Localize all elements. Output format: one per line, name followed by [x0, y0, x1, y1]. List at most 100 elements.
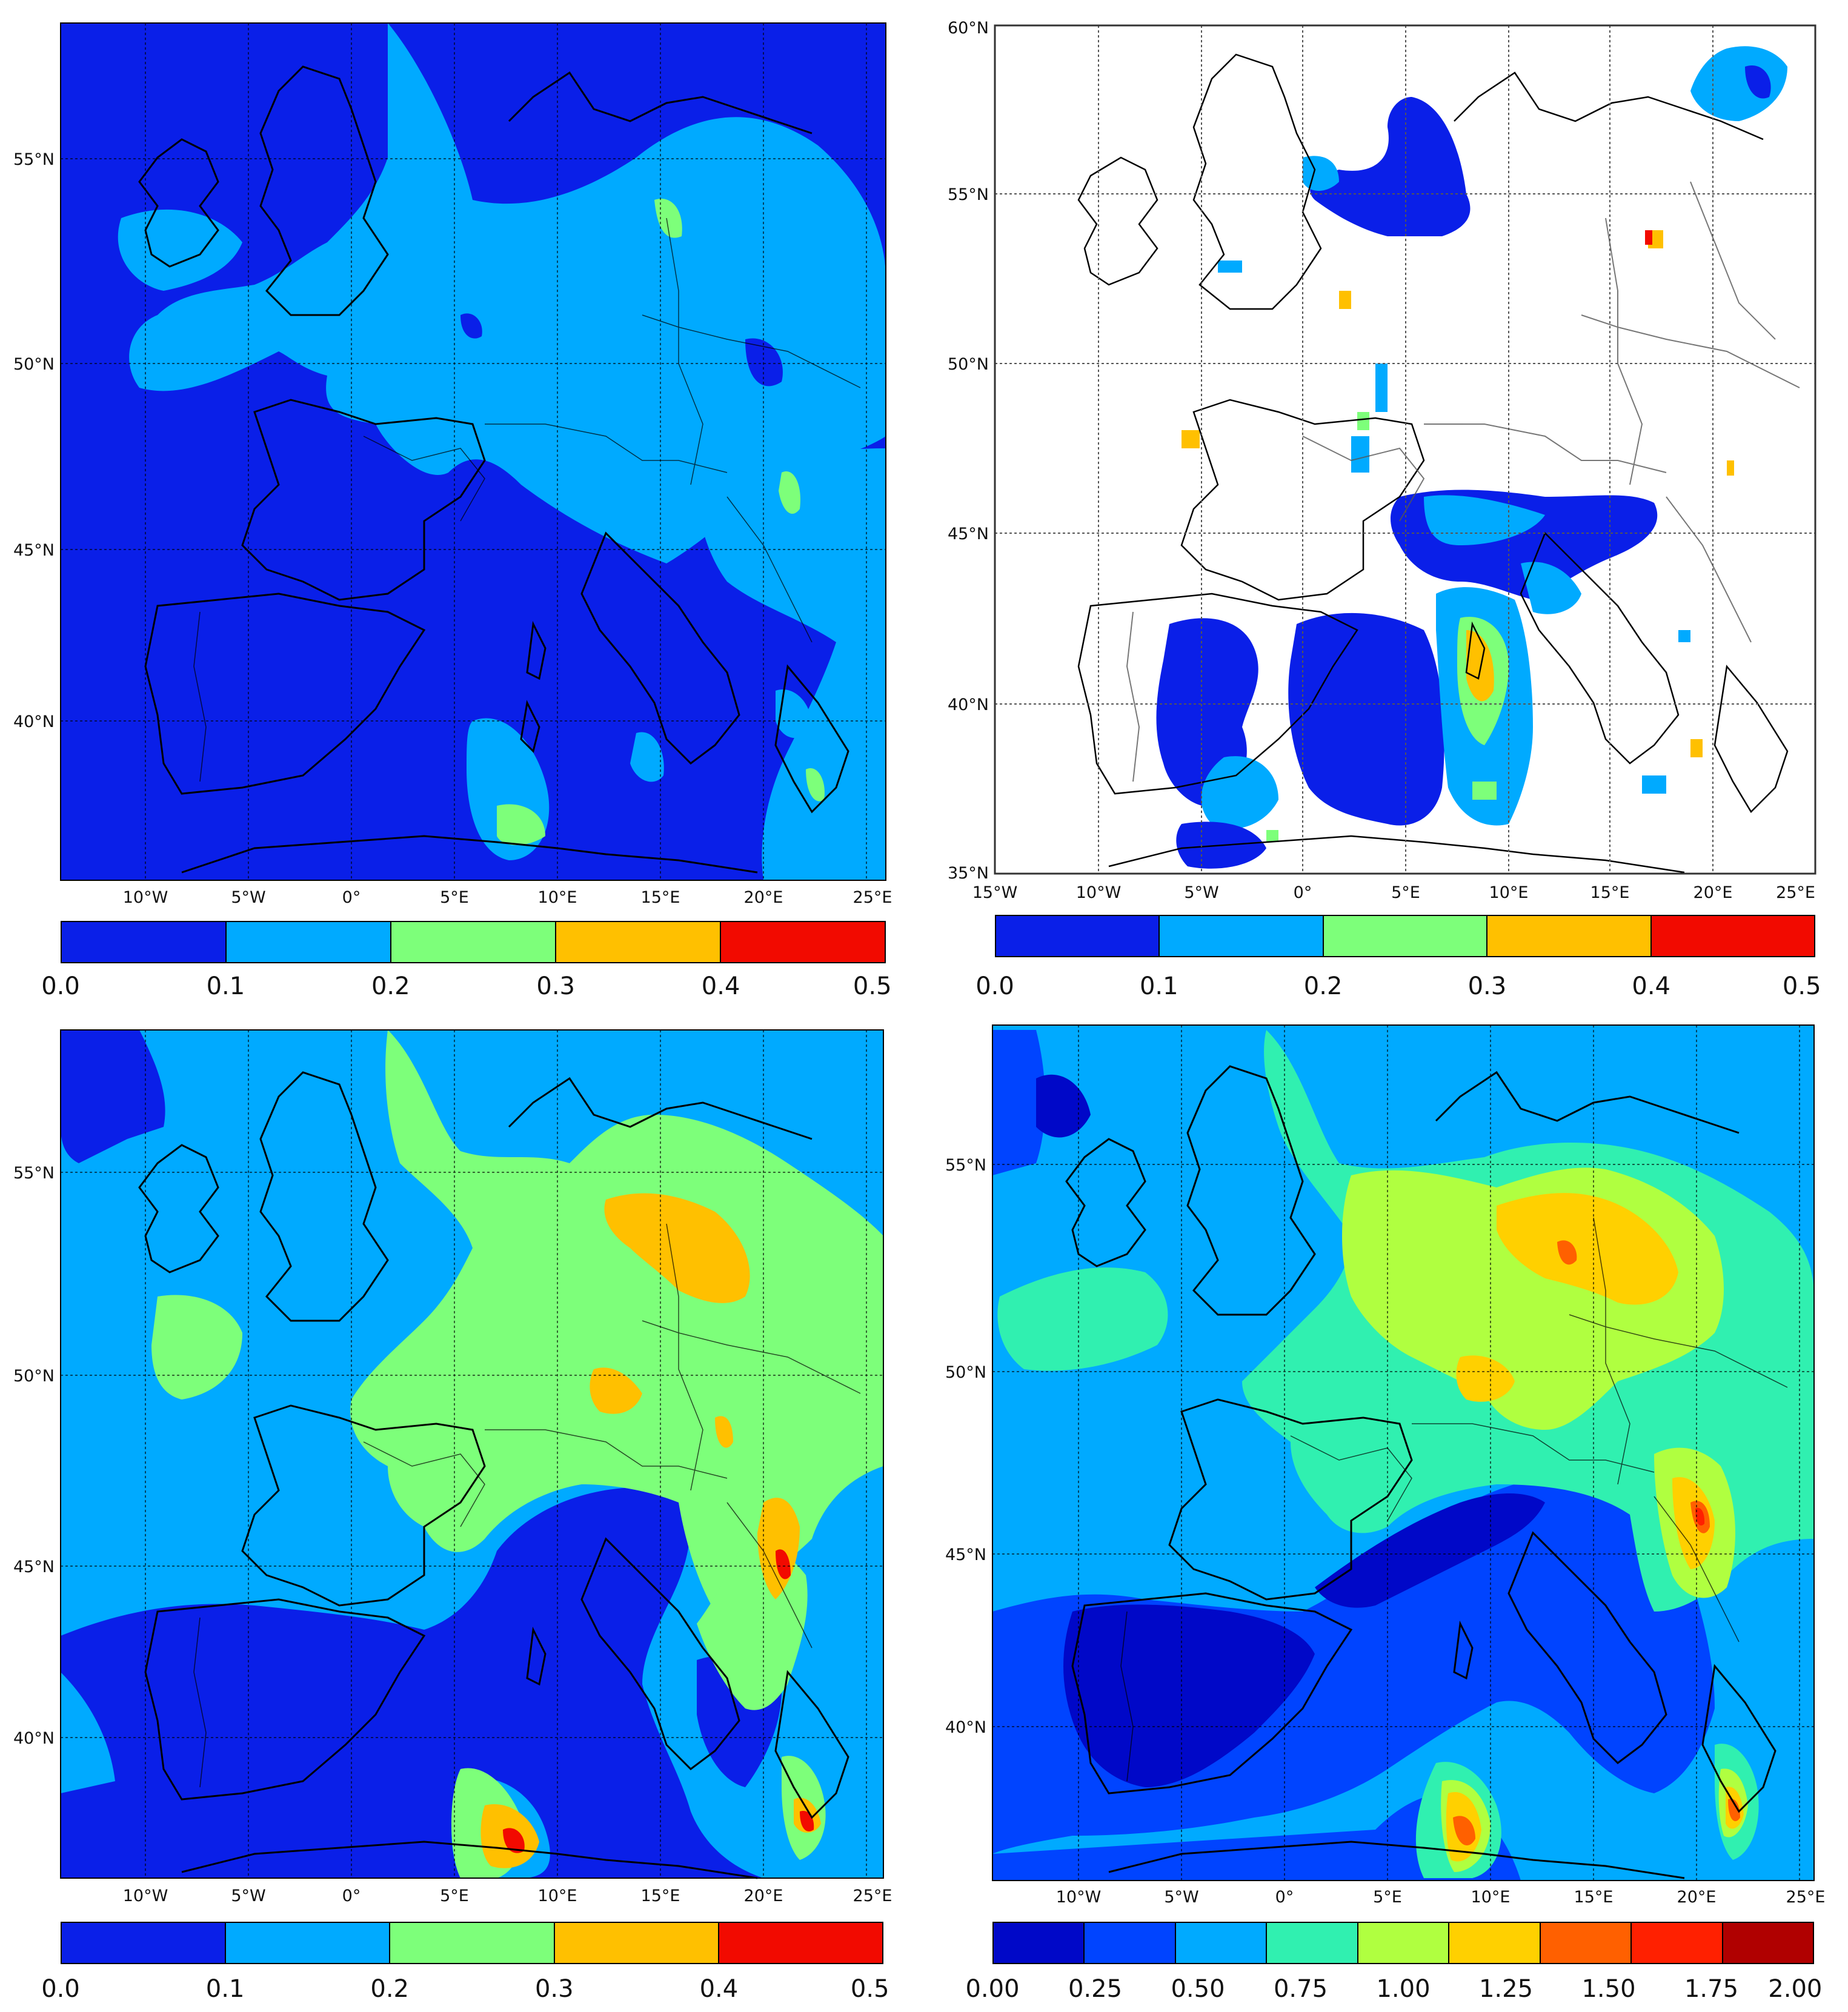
svg-text:10°E: 10°E	[538, 1887, 577, 1905]
colorbar-tick-label: 0.3	[536, 972, 575, 1000]
lat-labels: 55°N 50°N 45°N 40°N	[945, 1156, 986, 1737]
svg-text:15°E: 15°E	[641, 1887, 680, 1905]
colorbar-tick-label: 0.5	[853, 972, 892, 1000]
colorbar-segment	[1323, 916, 1488, 956]
colorbar-segment	[62, 922, 227, 962]
svg-text:40°N: 40°N	[13, 1729, 55, 1748]
colorbar-tick-label: 0.75	[1273, 1975, 1328, 2003]
svg-text:45°N: 45°N	[945, 1546, 986, 1564]
svg-text:10°W: 10°W	[123, 1887, 168, 1905]
colorbar-tick-label: 0.5	[850, 1975, 889, 2003]
colorbar-segment	[1267, 1923, 1358, 1963]
colorbar-tick-label: 0.2	[371, 972, 410, 1000]
svg-text:50°N: 50°N	[948, 355, 989, 374]
svg-text:25°E: 25°E	[1786, 1888, 1826, 1907]
svg-text:15°W: 15°W	[972, 883, 1018, 902]
svg-text:5°W: 5°W	[231, 888, 265, 907]
svg-text:55°N: 55°N	[945, 1156, 986, 1175]
colorbar	[992, 1922, 1814, 1964]
colorbar-segment	[1085, 1923, 1176, 1963]
svg-text:5°W: 5°W	[1184, 883, 1218, 902]
svg-text:40°N: 40°N	[948, 696, 989, 714]
colorbar-segment	[391, 922, 556, 962]
svg-text:20°E: 20°E	[744, 888, 783, 907]
colorbar-segment	[1632, 1923, 1723, 1963]
svg-text:10°E: 10°E	[1471, 1888, 1511, 1907]
map-panel-top-left: 55°N 50°N 45°N 40°N 10°W 5°W 0° 5°E 10°E…	[0, 0, 921, 1006]
svg-text:45°N: 45°N	[948, 525, 989, 543]
svg-text:20°E: 20°E	[1677, 1888, 1717, 1907]
colorbar-tick-label: 0.1	[206, 972, 245, 1000]
svg-text:45°N: 45°N	[13, 1558, 55, 1576]
svg-text:10°E: 10°E	[538, 888, 577, 907]
colorbar-segment	[1651, 916, 1815, 956]
colorbar-segment	[994, 1923, 1085, 1963]
svg-text:5°E: 5°E	[1391, 883, 1420, 902]
colorbar-tick-label: 0.3	[1467, 972, 1507, 1000]
colorbar	[61, 1922, 883, 1964]
svg-text:0°: 0°	[342, 1887, 361, 1905]
colorbar-tick-label: 1.75	[1684, 1975, 1739, 2003]
svg-text:55°N: 55°N	[948, 185, 989, 204]
colorbar-segment	[62, 1923, 227, 1963]
colorbar-segment	[1175, 1923, 1268, 1963]
svg-text:25°E: 25°E	[853, 888, 892, 907]
svg-text:50°N: 50°N	[945, 1363, 986, 1382]
svg-text:15°E: 15°E	[1574, 1888, 1614, 1907]
colorbar-tick-label: 0.0	[41, 972, 80, 1000]
colorbar-segment	[226, 1923, 391, 1963]
svg-text:40°N: 40°N	[945, 1718, 986, 1737]
colorbar-tick-label: 0.4	[701, 972, 740, 1000]
svg-text:25°E: 25°E	[853, 1887, 892, 1905]
lon-labels: 10°W 5°W 0° 5°E 10°E 15°E 20°E 25°E	[123, 888, 892, 907]
svg-text:55°N: 55°N	[13, 1164, 55, 1183]
map-bottom-right: 55°N 50°N 45°N 40°N 10°W 5°W 0° 5°E 10°E…	[945, 1024, 1826, 1907]
lon-labels: 10°W 5°W 0° 5°E 10°E 15°E 20°E 25°E	[1056, 1888, 1826, 1907]
colorbar-tick-label: 1.00	[1376, 1975, 1431, 2003]
svg-text:15°E: 15°E	[641, 888, 680, 907]
colorbar-segment	[1358, 1923, 1450, 1963]
colorbar-tick-label: 0.3	[534, 1975, 574, 2003]
colorbar-segment	[1487, 916, 1652, 956]
colorbar-segment	[390, 1923, 555, 1963]
lat-labels: 60°N 55°N 50°N 45°N 40°N 35°N	[948, 19, 989, 883]
lat-labels: 55°N 50°N 45°N 40°N	[13, 150, 55, 731]
lon-labels: 10°W 5°W 0° 5°E 10°E 15°E 20°E 25°E	[123, 1887, 892, 1905]
svg-text:0°: 0°	[1275, 1888, 1294, 1907]
colorbar	[995, 915, 1815, 957]
colorbar-tick-label: 1.25	[1478, 1975, 1534, 2003]
lon-labels: 15°W 10°W 5°W 0° 5°E 10°E 15°E 20°E 25°E	[972, 883, 1815, 902]
map-panel-top-right: 60°N 55°N 50°N 45°N 40°N 35°N 15°W 10°W …	[927, 0, 1848, 1006]
svg-text:55°N: 55°N	[13, 150, 55, 169]
svg-text:35°N: 35°N	[948, 864, 989, 883]
colorbar	[61, 921, 886, 963]
colorbar-tick-label: 2.00	[1768, 1975, 1823, 2003]
svg-text:45°N: 45°N	[13, 541, 55, 560]
svg-text:50°N: 50°N	[13, 355, 55, 374]
colorbar-tick-label: 0.4	[699, 1975, 739, 2003]
svg-text:0°: 0°	[342, 888, 361, 907]
svg-text:20°E: 20°E	[744, 1887, 783, 1905]
colorbar-tick-label: 0.2	[1303, 972, 1343, 1000]
svg-text:10°W: 10°W	[1076, 883, 1122, 902]
colorbar-segment	[554, 1923, 719, 1963]
svg-text:10°W: 10°W	[1056, 1888, 1102, 1907]
colorbar-tick-label: 0.50	[1171, 1975, 1225, 2003]
svg-text:50°N: 50°N	[13, 1367, 55, 1386]
svg-text:5°E: 5°E	[440, 888, 469, 907]
colorbar-tick-label: 0.1	[1139, 972, 1178, 1000]
colorbar-segment	[1449, 1923, 1541, 1963]
colorbar-segment	[719, 1923, 883, 1963]
map-panel-bottom-right: 55°N 50°N 45°N 40°N 10°W 5°W 0° 5°E 10°E…	[927, 1006, 1848, 2012]
svg-text:10°W: 10°W	[123, 888, 168, 907]
svg-text:40°N: 40°N	[13, 712, 55, 731]
colorbar-segment	[1160, 916, 1324, 956]
svg-text:20°E: 20°E	[1693, 883, 1733, 902]
svg-text:60°N: 60°N	[948, 19, 989, 38]
colorbar-tick-label: 0.1	[205, 1975, 245, 2003]
map-top-left: 55°N 50°N 45°N 40°N 10°W 5°W 0° 5°E 10°E…	[13, 22, 892, 907]
colorbar-tick-label: 0.00	[965, 1975, 1020, 2003]
colorbar-tick-label: 0.5	[1782, 972, 1821, 1000]
colorbar-segment	[721, 922, 885, 962]
map-bottom-left: 55°N 50°N 45°N 40°N 10°W 5°W 0° 5°E 10°E…	[13, 1029, 892, 1905]
